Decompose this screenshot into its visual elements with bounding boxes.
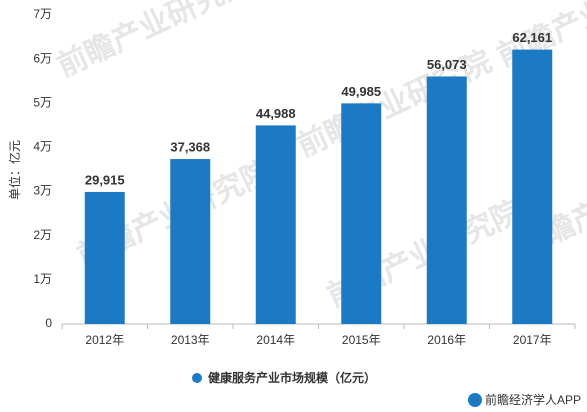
y-axis-label: 单位：亿元: [7, 140, 22, 200]
footer: 前瞻经济学人APP: [485, 392, 581, 407]
y-tick-label: 5万: [33, 95, 52, 109]
y-tick-label: 0: [45, 316, 52, 330]
value-label: 29,915: [85, 172, 125, 187]
y-tick-label: 7万: [33, 7, 52, 21]
x-tick-label: 2012年: [85, 333, 124, 347]
bar: [255, 125, 296, 324]
y-tick-label: 4万: [33, 140, 52, 154]
y-tick-label: 1万: [33, 272, 52, 286]
x-tick-label: 2016年: [427, 333, 466, 347]
y-tick-label: 2万: [33, 228, 52, 242]
value-label: 62,161: [512, 30, 552, 45]
plot: 0 1万 2万 3万 4万 5万 6万 7万 2012年 29,915 2013年 37,368 201…: [33, 7, 576, 385]
legend-label: 健康服务产业市场规模（亿元）: [208, 370, 376, 385]
y-tick-label: 6万: [33, 51, 52, 65]
x-tick-label: 2014年: [256, 333, 295, 347]
bar: [512, 49, 553, 325]
x-tick-label: 2013年: [171, 333, 210, 347]
value-label: 56,073: [427, 57, 467, 72]
x-tick-label: 2017年: [513, 333, 552, 347]
x-tick-label: 2015年: [342, 333, 381, 347]
footer-logo: [468, 393, 482, 407]
bar: [84, 191, 125, 324]
y-tick-label: 3万: [33, 184, 52, 198]
bar: [426, 76, 467, 325]
value-label: 37,368: [170, 139, 210, 154]
legend-marker: [192, 373, 202, 383]
bar: [170, 159, 211, 324]
bar: [341, 103, 382, 324]
value-label: 49,985: [341, 84, 381, 99]
watermark: 前瞻产业研究院: [52, 0, 257, 84]
value-label: 44,988: [256, 106, 296, 121]
